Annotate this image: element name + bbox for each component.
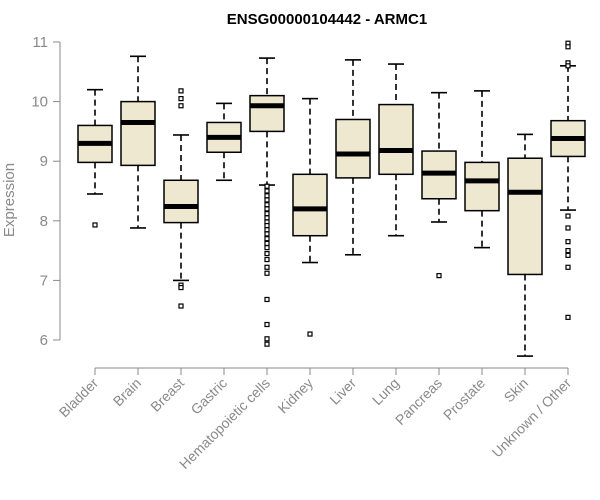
outlier-point bbox=[264, 197, 270, 203]
outlier-point bbox=[565, 248, 571, 254]
iqr-box bbox=[335, 118, 371, 179]
outlier-point bbox=[565, 44, 571, 50]
iqr-box bbox=[378, 103, 414, 176]
outlier-point bbox=[565, 63, 571, 69]
box-group bbox=[335, 59, 371, 256]
box-group bbox=[120, 55, 156, 229]
x-tick-label: Kidney bbox=[275, 375, 317, 417]
iqr-box bbox=[507, 157, 543, 276]
x-tick-label: Breast bbox=[147, 375, 187, 415]
outlier-point bbox=[264, 270, 270, 276]
box-group bbox=[550, 40, 586, 320]
outlier-point bbox=[264, 264, 270, 270]
outlier-point bbox=[178, 303, 184, 309]
outlier-point bbox=[264, 336, 270, 342]
outlier-point bbox=[565, 239, 571, 245]
outlier-point bbox=[178, 284, 184, 291]
chart-title: ENSG00000104442 - ARMC1 bbox=[227, 11, 427, 28]
box-group bbox=[292, 97, 328, 337]
x-tick-label: Prostate bbox=[440, 375, 488, 423]
outlier-point bbox=[264, 245, 270, 251]
outlier-point bbox=[178, 88, 184, 94]
outlier-point bbox=[264, 211, 270, 217]
outlier-point bbox=[264, 188, 270, 194]
iqr-box bbox=[292, 173, 328, 237]
outlier-point bbox=[565, 264, 571, 270]
y-axis: 6 7 8 9 10 11 bbox=[31, 34, 61, 349]
y-tick-label: 9 bbox=[40, 153, 48, 170]
outlier-point bbox=[264, 227, 270, 233]
outlier-point bbox=[264, 202, 270, 208]
box-group bbox=[378, 63, 414, 237]
y-axis-label: Expression bbox=[1, 163, 18, 237]
outlier-point bbox=[565, 225, 571, 231]
outlier-point bbox=[264, 193, 270, 199]
outlier-point bbox=[264, 215, 270, 221]
outlier-point bbox=[264, 222, 270, 229]
outlier-point bbox=[264, 341, 270, 347]
box-group bbox=[163, 88, 199, 309]
outlier-point bbox=[264, 183, 270, 189]
y-tick-label: 8 bbox=[40, 213, 48, 230]
outlier-point bbox=[565, 314, 571, 320]
outlier-point bbox=[565, 252, 571, 258]
iqr-box bbox=[464, 161, 500, 212]
outlier-point bbox=[264, 296, 270, 303]
outlier-point bbox=[307, 331, 313, 337]
box-group bbox=[206, 102, 242, 182]
outlier-point bbox=[436, 273, 442, 279]
outlier-point bbox=[178, 96, 184, 102]
y-tick-label: 11 bbox=[32, 34, 48, 51]
outlier-point bbox=[264, 256, 270, 263]
outlier-point bbox=[92, 222, 98, 228]
x-tick-label: Gastric bbox=[187, 375, 230, 418]
outlier-point bbox=[565, 213, 571, 219]
box-group bbox=[507, 133, 543, 357]
plot-area bbox=[77, 40, 586, 357]
y-tick-label: 10 bbox=[31, 94, 48, 111]
outlier-point bbox=[264, 240, 270, 247]
box-group bbox=[464, 90, 500, 249]
x-tick-label: Lung bbox=[369, 375, 402, 408]
x-tick-label: Pancreas bbox=[392, 375, 445, 428]
box-group bbox=[421, 91, 457, 279]
iqr-box bbox=[163, 179, 199, 224]
x-tick-label: Liver bbox=[326, 375, 359, 408]
x-tick-label: Brain bbox=[110, 375, 144, 409]
box-group bbox=[77, 88, 113, 228]
x-tick-label: Bladder bbox=[56, 375, 102, 421]
outlier-point bbox=[264, 236, 270, 242]
outlier-point bbox=[264, 206, 270, 212]
outlier-point bbox=[264, 250, 270, 257]
iqr-box bbox=[249, 94, 285, 133]
outlier-point bbox=[264, 321, 270, 328]
x-tick-label: Unknown / Other bbox=[489, 375, 575, 461]
iqr-box bbox=[120, 100, 156, 167]
outlier-point bbox=[264, 231, 270, 237]
outlier-point bbox=[178, 103, 184, 109]
y-tick-label: 6 bbox=[40, 332, 48, 349]
box-group bbox=[249, 57, 285, 347]
x-tick-label: Skin bbox=[501, 375, 532, 406]
y-tick-label: 7 bbox=[40, 272, 48, 289]
